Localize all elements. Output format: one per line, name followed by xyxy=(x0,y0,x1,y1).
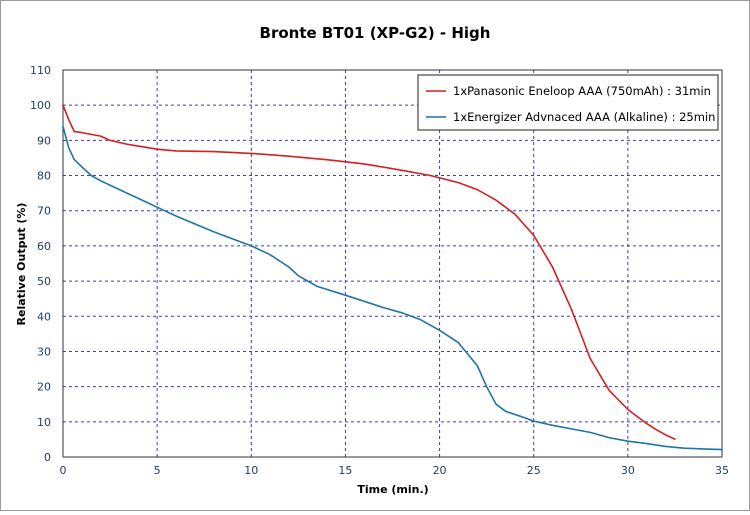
y-tick-label: 30 xyxy=(37,345,51,358)
series-line-1 xyxy=(62,125,723,451)
series-lines xyxy=(62,104,723,451)
x-tick-label: 0 xyxy=(60,464,67,477)
x-tick-label: 10 xyxy=(244,464,258,477)
legend: 1xPanasonic Eneloop AAA (750mAh) : 31min… xyxy=(417,74,719,131)
y-tick-label: 100 xyxy=(30,99,51,112)
y-tick-label: 20 xyxy=(37,381,51,394)
y-tick-label: 110 xyxy=(30,64,51,77)
x-tick-label: 15 xyxy=(338,464,352,477)
x-tick-label: 5 xyxy=(154,464,161,477)
y-tick-label: 70 xyxy=(37,205,51,218)
y-tick-label: 60 xyxy=(37,240,51,253)
y-axis-label: Relative Output (%) xyxy=(15,203,28,326)
x-tick-labels: 0 5 10 15 20 25 30 35 xyxy=(60,464,730,477)
x-tick-label: 30 xyxy=(621,464,635,477)
legend-label-eneloop: 1xPanasonic Eneloop AAA (750mAh) : 31min xyxy=(453,84,711,98)
y-tick-label: 50 xyxy=(37,275,51,288)
y-tick-label: 90 xyxy=(37,134,51,147)
series-line-0 xyxy=(62,104,676,440)
x-tick-label: 25 xyxy=(527,464,541,477)
x-tick-label: 35 xyxy=(715,464,729,477)
plot-border xyxy=(62,69,723,458)
legend-label-energizer: 1xEnergizer Advnaced AAA (Alkaline) : 25… xyxy=(453,110,715,124)
x-tick-label: 20 xyxy=(433,464,447,477)
x-axis-label: Time (min.) xyxy=(357,483,428,496)
legend-box xyxy=(417,74,719,131)
chart-title: Bronte BT01 (XP-G2) - High xyxy=(260,24,491,42)
y-tick-label: 0 xyxy=(44,451,51,464)
gridlines xyxy=(63,70,722,457)
y-tick-label: 10 xyxy=(37,416,51,429)
y-tick-label: 80 xyxy=(37,170,51,183)
y-tick-labels: 0 10 20 30 40 50 60 70 80 90 100 110 xyxy=(30,64,51,464)
y-tick-label: 40 xyxy=(37,310,51,323)
axes xyxy=(62,69,723,458)
